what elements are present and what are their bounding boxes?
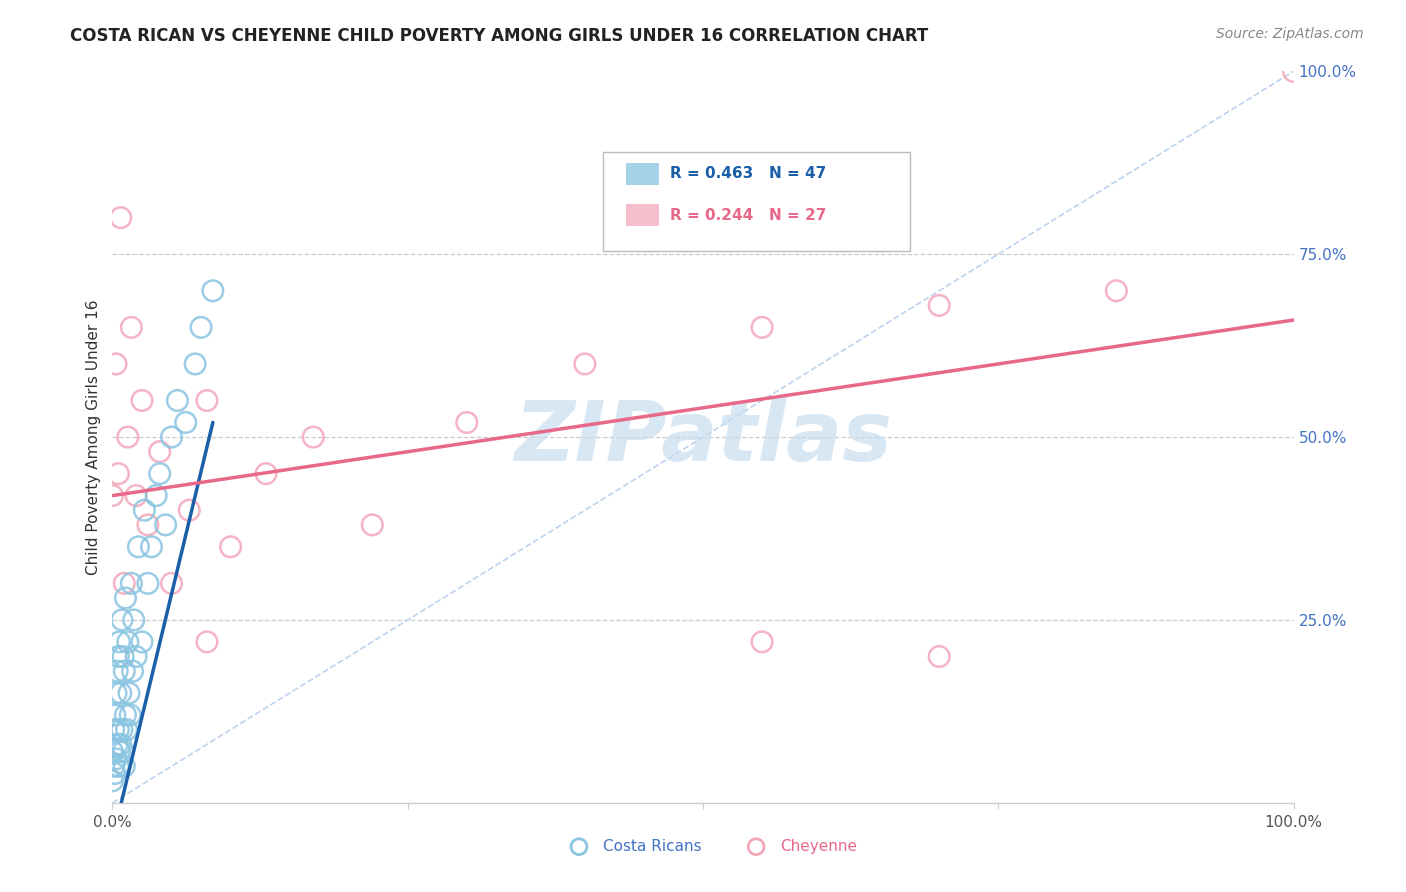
Bar (626, 204, 659, 227)
Point (122, 613, 145, 627)
Point (1282, 64, 1305, 78)
Point (456, 416, 478, 430)
Point (141, 540, 163, 554)
Point (108, 745, 131, 759)
Point (125, 489, 148, 503)
Point (131, 393, 153, 408)
FancyBboxPatch shape (603, 152, 910, 251)
Point (166, 393, 188, 408)
Text: Source: ZipAtlas.com: Source: ZipAtlas.com (1216, 27, 1364, 41)
Point (195, 393, 218, 408)
Point (107, 759, 129, 773)
Point (108, 635, 131, 649)
Point (112, 745, 135, 759)
Bar (626, 162, 659, 185)
Point (118, 686, 141, 700)
Point (114, 708, 136, 723)
Point (149, 444, 172, 458)
Point (107, 649, 129, 664)
Point (105, 737, 128, 751)
Point (105, 664, 128, 678)
Point (201, 284, 224, 298)
Point (179, 503, 201, 517)
Point (101, 773, 124, 788)
Point (254, 467, 277, 481)
Point (105, 357, 128, 371)
Text: Cheyenne: Cheyenne (780, 839, 856, 855)
Point (112, 759, 135, 773)
Point (117, 430, 139, 444)
Point (112, 649, 135, 664)
Point (111, 723, 134, 737)
Point (574, 357, 596, 371)
Point (160, 430, 183, 444)
Point (568, 839, 591, 854)
Point (104, 766, 127, 780)
Point (1105, 284, 1128, 298)
Point (127, 540, 149, 554)
Point (928, 649, 950, 664)
Text: COSTA RICAN VS CHEYENNE CHILD POVERTY AMONG GIRLS UNDER 16 CORRELATION CHART: COSTA RICAN VS CHEYENNE CHILD POVERTY AM… (70, 27, 928, 45)
Point (112, 664, 135, 678)
Text: R = 0.463   N = 47: R = 0.463 N = 47 (669, 166, 827, 181)
Point (105, 752, 128, 766)
Point (111, 613, 134, 627)
Point (745, 839, 768, 854)
Point (110, 211, 132, 225)
Point (136, 576, 159, 591)
Point (107, 723, 129, 737)
Point (120, 320, 142, 334)
Point (184, 357, 207, 371)
Text: R = 0.244   N = 27: R = 0.244 N = 27 (669, 208, 827, 223)
Point (101, 745, 124, 759)
Point (103, 759, 125, 773)
Point (190, 320, 212, 334)
Point (110, 686, 132, 700)
Point (115, 723, 138, 737)
Point (121, 664, 143, 678)
Point (105, 686, 128, 700)
Point (120, 576, 142, 591)
Point (219, 540, 242, 554)
Point (103, 723, 125, 737)
Point (160, 576, 183, 591)
Point (107, 467, 129, 481)
Point (195, 635, 218, 649)
Point (101, 489, 124, 503)
Y-axis label: Child Poverty Among Girls Under 16: Child Poverty Among Girls Under 16 (86, 300, 101, 574)
Point (149, 467, 172, 481)
Point (110, 737, 132, 751)
Point (134, 503, 156, 517)
Point (928, 298, 950, 312)
Point (117, 635, 139, 649)
Point (174, 416, 197, 430)
Point (125, 649, 148, 664)
Point (155, 517, 177, 532)
Text: ZIPatlas: ZIPatlas (515, 397, 891, 477)
Point (120, 708, 142, 723)
Point (751, 320, 773, 334)
Point (104, 708, 127, 723)
Point (145, 489, 167, 503)
Point (751, 635, 773, 649)
Point (131, 635, 153, 649)
Point (112, 576, 135, 591)
Point (302, 430, 325, 444)
Point (136, 517, 159, 532)
Text: Costa Ricans: Costa Ricans (603, 839, 702, 855)
Point (361, 517, 384, 532)
Point (114, 591, 136, 605)
